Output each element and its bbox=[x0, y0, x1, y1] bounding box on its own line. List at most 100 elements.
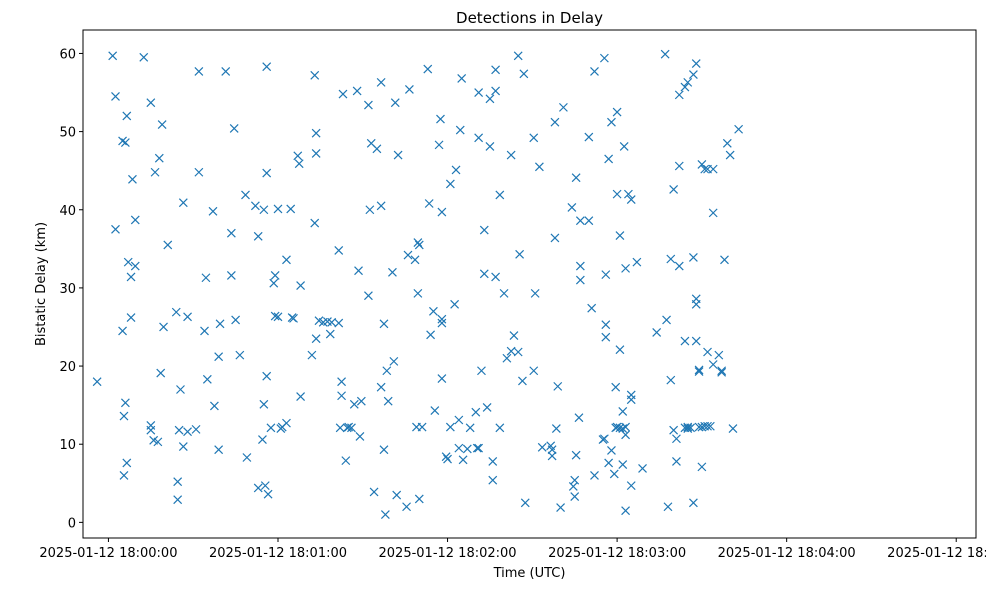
data-point bbox=[413, 288, 423, 298]
data-point bbox=[270, 311, 280, 321]
data-point bbox=[697, 160, 707, 169]
data-point bbox=[513, 347, 523, 357]
data-point bbox=[499, 288, 509, 298]
data-point bbox=[458, 455, 468, 465]
data-point bbox=[619, 142, 629, 151]
y-axis-label: Bistatic Delay (km) bbox=[34, 222, 49, 346]
data-point bbox=[688, 498, 698, 508]
data-point bbox=[515, 249, 525, 259]
data-point bbox=[253, 483, 263, 493]
data-point bbox=[672, 434, 681, 444]
data-point bbox=[584, 216, 594, 226]
data-point bbox=[159, 322, 168, 332]
data-point bbox=[457, 74, 467, 83]
data-point bbox=[451, 165, 461, 175]
data-point bbox=[380, 510, 390, 519]
data-point bbox=[485, 94, 495, 104]
data-point bbox=[491, 65, 501, 75]
data-point bbox=[708, 208, 718, 218]
data-point bbox=[126, 272, 136, 282]
data-point bbox=[92, 377, 102, 387]
data-point bbox=[717, 367, 727, 377]
chart-title: Detections in Delay bbox=[456, 9, 603, 27]
data-point bbox=[118, 326, 127, 336]
data-point bbox=[618, 424, 628, 434]
data-point bbox=[626, 481, 636, 491]
data-point bbox=[472, 443, 482, 453]
data-point bbox=[390, 98, 400, 108]
data-point bbox=[262, 62, 272, 72]
data-point bbox=[229, 124, 239, 133]
data-point bbox=[226, 270, 236, 280]
data-point bbox=[146, 421, 156, 430]
data-point bbox=[462, 444, 472, 454]
data-point bbox=[372, 144, 382, 154]
data-point bbox=[708, 164, 718, 174]
data-point bbox=[618, 460, 628, 469]
y-tick-label: 60 bbox=[59, 47, 76, 62]
data-point bbox=[111, 224, 120, 234]
data-point bbox=[273, 204, 283, 214]
data-point bbox=[691, 336, 701, 346]
data-point bbox=[354, 266, 363, 276]
y-tick-label: 40 bbox=[59, 204, 76, 219]
data-point bbox=[242, 453, 252, 462]
data-point bbox=[674, 90, 684, 100]
data-point bbox=[154, 153, 164, 163]
data-point bbox=[413, 238, 423, 248]
data-point bbox=[680, 82, 690, 92]
data-point bbox=[587, 303, 597, 313]
data-point bbox=[262, 168, 272, 178]
data-point bbox=[660, 49, 670, 59]
data-point bbox=[310, 70, 320, 80]
data-point bbox=[471, 407, 481, 417]
data-point bbox=[599, 53, 609, 63]
data-point bbox=[214, 352, 224, 362]
data-point bbox=[590, 471, 599, 480]
data-point bbox=[441, 452, 451, 462]
data-point bbox=[465, 423, 475, 433]
data-point bbox=[558, 102, 568, 112]
data-point bbox=[337, 391, 346, 401]
data-point bbox=[607, 446, 616, 455]
data-point bbox=[626, 390, 636, 400]
data-points bbox=[92, 49, 744, 519]
data-point bbox=[488, 456, 498, 466]
data-point bbox=[509, 331, 519, 341]
data-point bbox=[226, 228, 236, 238]
data-point bbox=[259, 205, 269, 215]
data-point bbox=[250, 201, 260, 211]
data-point bbox=[126, 313, 136, 323]
data-point bbox=[163, 240, 173, 250]
data-point bbox=[477, 366, 486, 376]
data-point bbox=[430, 406, 440, 416]
x-tick-label: 2025-01-12 18:03:00 bbox=[548, 546, 686, 561]
x-tick-label: 2025-01-12 18:00:00 bbox=[39, 546, 177, 561]
data-point bbox=[209, 401, 219, 411]
data-point bbox=[349, 399, 359, 409]
data-point bbox=[672, 456, 681, 466]
data-point bbox=[334, 318, 344, 328]
data-point bbox=[382, 366, 392, 376]
data-point bbox=[307, 350, 317, 360]
data-point bbox=[260, 481, 270, 491]
data-point bbox=[434, 140, 444, 150]
data-point bbox=[183, 312, 192, 322]
data-point bbox=[311, 149, 321, 158]
data-point bbox=[402, 502, 411, 512]
data-point bbox=[491, 272, 501, 282]
data-point bbox=[392, 490, 402, 500]
data-point bbox=[123, 257, 133, 267]
x-tick-label: 2025-01-12 18:05:00 bbox=[887, 546, 986, 561]
data-point bbox=[683, 422, 693, 432]
data-point bbox=[174, 425, 184, 435]
data-point bbox=[604, 154, 614, 164]
data-point bbox=[235, 350, 245, 360]
data-point bbox=[259, 399, 269, 409]
data-point bbox=[686, 423, 696, 433]
data-point bbox=[173, 477, 183, 487]
data-point bbox=[570, 492, 580, 502]
data-point bbox=[652, 328, 662, 337]
data-point bbox=[482, 403, 492, 412]
data-point bbox=[485, 142, 495, 151]
